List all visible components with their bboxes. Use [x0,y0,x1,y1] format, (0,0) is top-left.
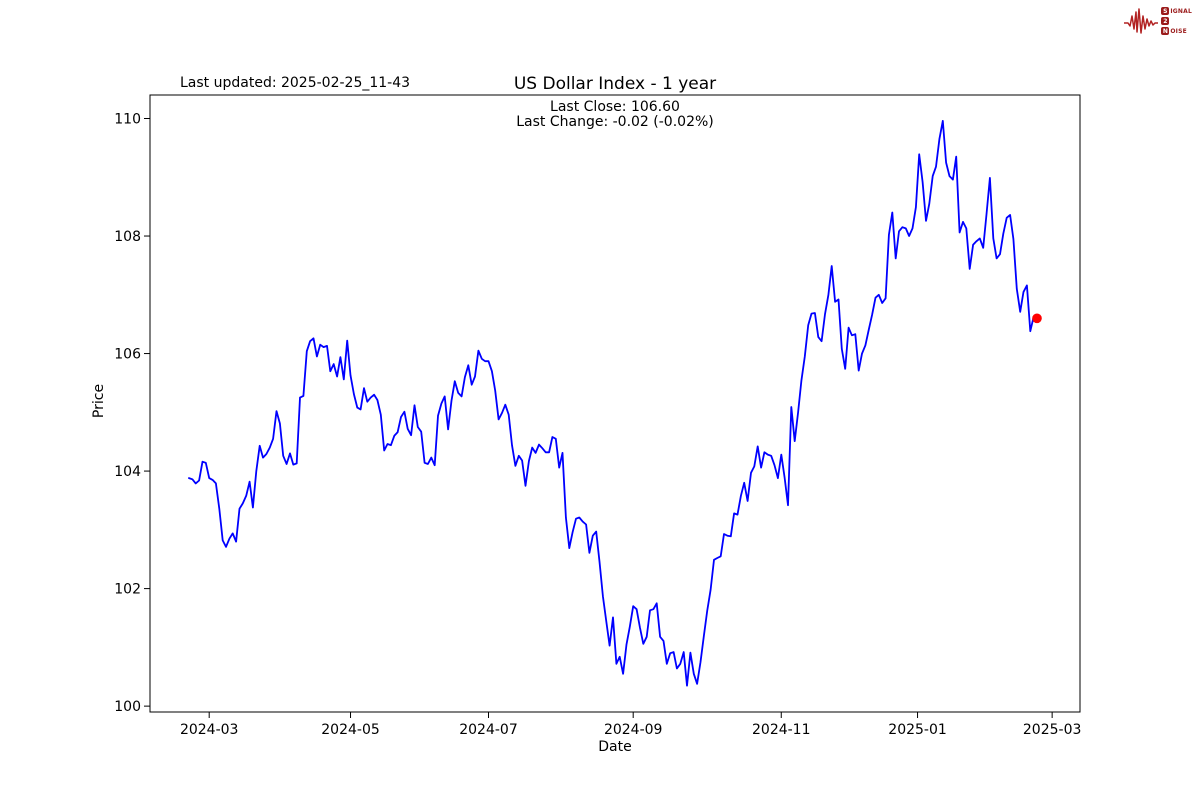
x-tick-label: 2025-01 [888,722,947,738]
x-tick-label: 2024-05 [321,722,380,738]
x-tick-label: 2024-09 [604,722,663,738]
y-tick-label: 100 [114,699,141,715]
x-tick-label: 2024-07 [459,722,518,738]
logo-box-n: N [1161,27,1170,35]
last-change-annotation: Last Change: -0.02 (-0.02%) [516,114,714,130]
logo-box-s: S [1161,7,1170,15]
y-tick-label: 108 [114,229,141,245]
x-tick-label: 2025-03 [1023,722,1082,738]
chart-annotations: Last Close: 106.60 Last Change: -0.02 (-… [150,100,1080,130]
logo-box-2: 2 [1161,17,1170,25]
last-close-marker [1032,313,1042,324]
logo-row-noise: N OISE [1161,27,1192,36]
y-tick-label: 104 [114,464,141,480]
x-tick-label: 2024-11 [752,722,811,738]
chart-title: US Dollar Index - 1 year [513,74,717,94]
price-line [188,120,1038,687]
y-tick-label: 110 [114,112,141,128]
logo-row-signal: S IGNAL [1161,7,1192,16]
y-tick-label: 106 [114,347,141,363]
last-updated-text: Last updated: 2025-02-25_11-43 [180,75,411,91]
y-tick-label: 102 [114,582,141,598]
plot-frame [149,94,1081,713]
waveform-icon [1124,8,1159,34]
last-close-annotation: Last Close: 106.60 [550,99,680,115]
signal2noise-logo: S IGNAL 2 N OISE [1123,4,1192,38]
x-axis-label: Date [598,739,632,755]
logo-text: S IGNAL 2 N OISE [1161,7,1192,36]
y-axis-label: Price [91,383,107,419]
x-tick-label: 2024-03 [180,722,239,738]
logo-row-2: 2 [1161,17,1192,26]
logo-text-oise: OISE [1170,27,1187,35]
logo-text-ignal: IGNAL [1170,7,1192,15]
